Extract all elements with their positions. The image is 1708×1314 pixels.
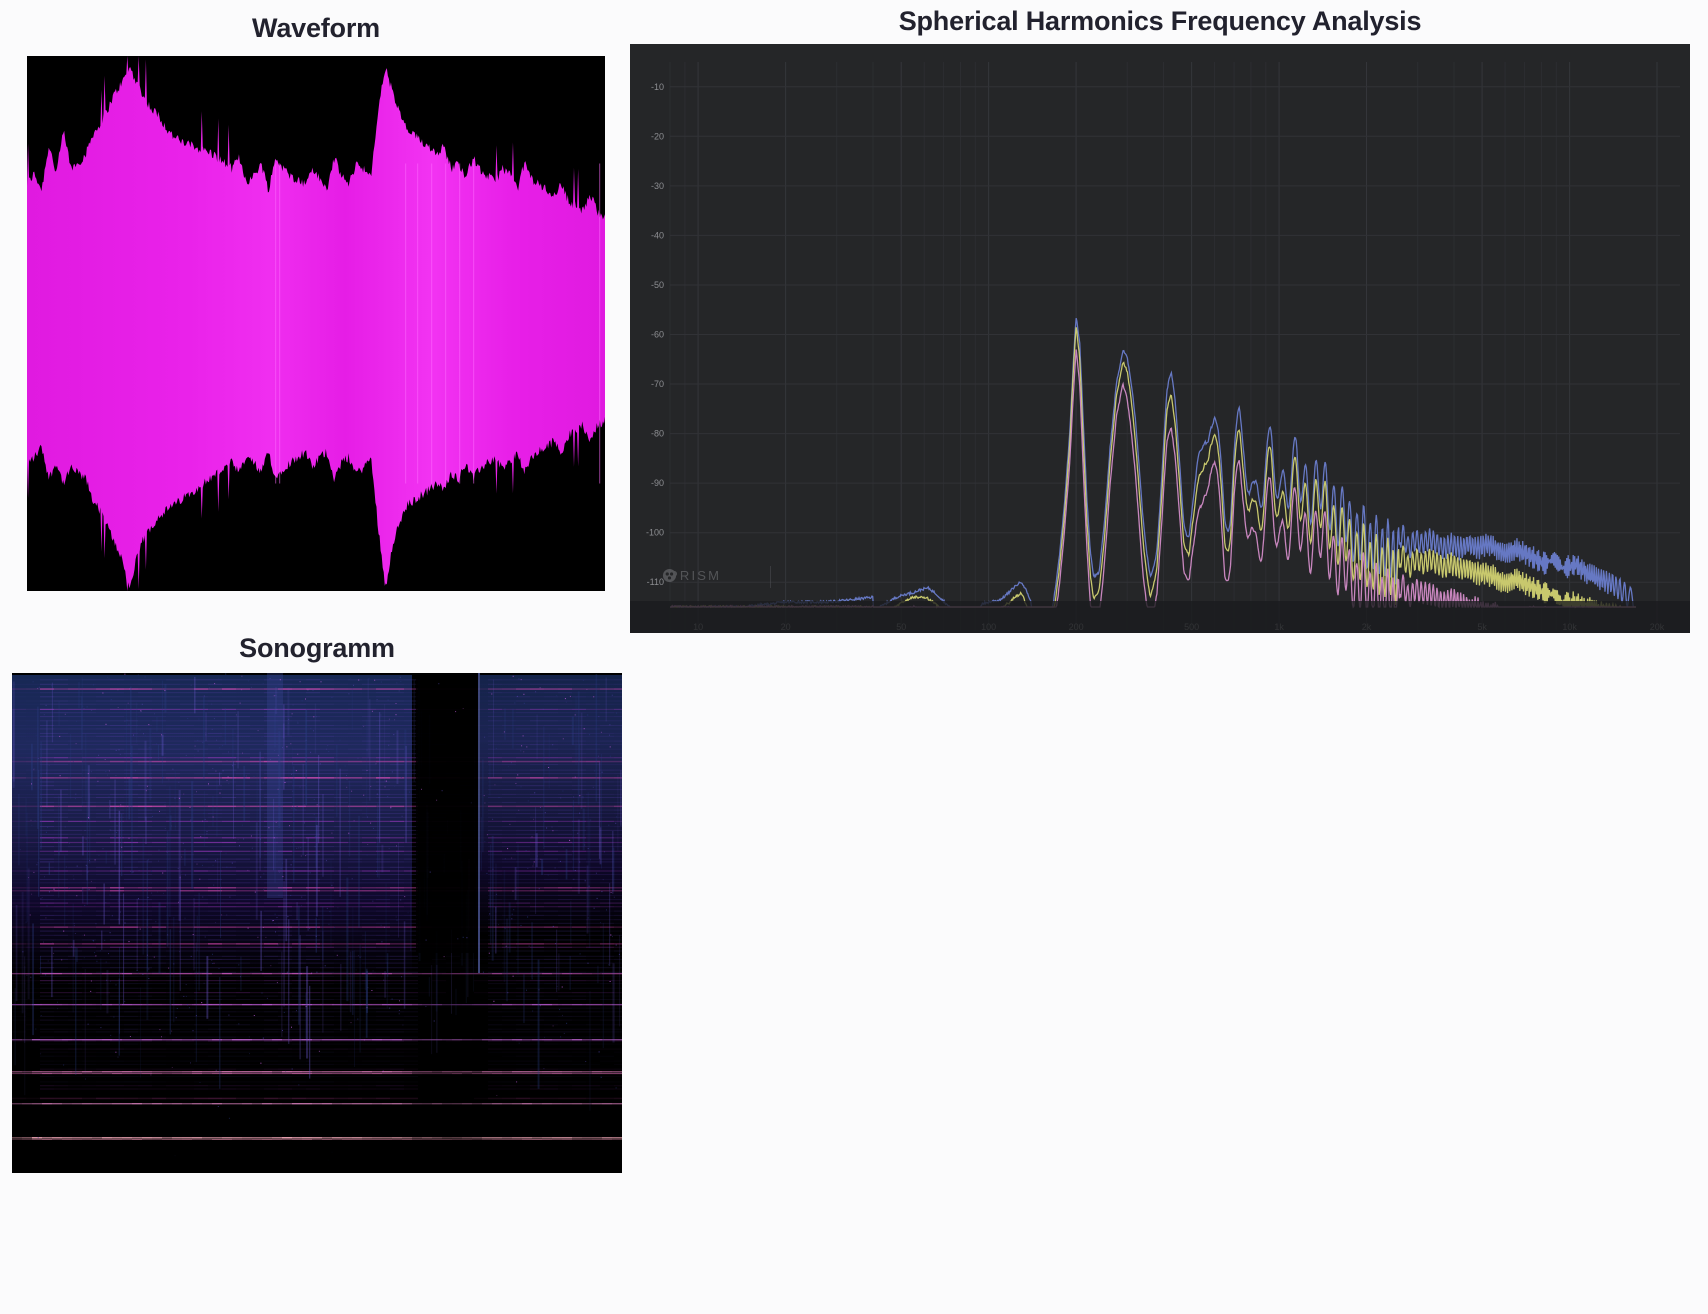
svg-text:-110: -110: [647, 577, 664, 587]
waveform-title: Waveform: [252, 13, 380, 43]
svg-text:-50: -50: [651, 280, 664, 290]
spectrum-plot[interactable]: -10-20-30-40-50-60-70-80-90-100-11010205…: [630, 44, 1690, 633]
waveform-plot[interactable]: [27, 56, 605, 591]
watermark: PRISM: [662, 566, 771, 588]
sonogram-panel: Sonogramm: [12, 627, 622, 1173]
watermark-label: PRISM: [669, 568, 722, 583]
sonogram-title: Sonogramm: [239, 633, 395, 663]
svg-text:-10: -10: [651, 82, 664, 92]
svg-text:-70: -70: [651, 379, 664, 389]
watermark-divider: [770, 566, 771, 588]
sonogram-plot[interactable]: [12, 673, 622, 1173]
svg-text:-80: -80: [651, 429, 664, 439]
spectrum-canvas: -10-20-30-40-50-60-70-80-90-100-11010205…: [630, 44, 1690, 633]
svg-text:-30: -30: [651, 181, 664, 191]
svg-text:-40: -40: [651, 230, 664, 240]
svg-text:-100: -100: [646, 528, 664, 538]
svg-text:-20: -20: [651, 131, 664, 141]
waveform-canvas: [27, 56, 605, 591]
spectrum-curve-channel-blue: [670, 318, 1636, 609]
waveform-panel: Waveform: [27, 8, 605, 591]
spectrum-panel: Spherical Harmonics Frequency Analysis -…: [630, 0, 1690, 634]
spectrum-x-axis-strip: [630, 601, 1690, 633]
svg-text:-90: -90: [651, 478, 664, 488]
sonogram-canvas: [12, 673, 622, 1173]
spectrum-title: Spherical Harmonics Frequency Analysis: [898, 6, 1422, 36]
svg-text:-60: -60: [651, 330, 664, 340]
